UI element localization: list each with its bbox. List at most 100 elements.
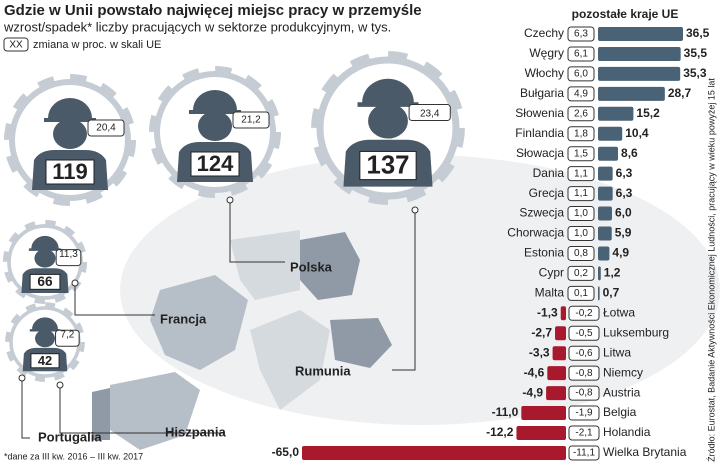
category-label: Węgry xyxy=(529,46,564,60)
map xyxy=(92,155,720,450)
pct-label: 7,2 xyxy=(60,330,74,341)
bar xyxy=(598,27,683,41)
bar xyxy=(521,406,566,421)
country-label: Rumunia xyxy=(295,363,351,378)
bar xyxy=(302,445,566,460)
value-box xyxy=(30,353,60,369)
pct-box xyxy=(567,46,595,62)
pct-box xyxy=(567,86,595,102)
connector xyxy=(229,203,285,263)
pct-box xyxy=(567,186,595,202)
pct-box xyxy=(567,66,595,82)
value-box xyxy=(359,150,417,181)
bar xyxy=(598,86,665,101)
category-label: Estonia xyxy=(524,246,564,260)
value-label: 28,7 xyxy=(668,86,692,100)
category-label: Bułgaria xyxy=(520,86,564,100)
value-label: 6,3 xyxy=(616,166,633,180)
value-label: 8,6 xyxy=(621,146,638,160)
value-box xyxy=(45,159,95,185)
head xyxy=(34,248,56,268)
bar xyxy=(598,146,619,161)
value-label: 15,2 xyxy=(636,106,660,120)
pct-box xyxy=(567,26,595,42)
helmet xyxy=(29,317,61,332)
value-label: -4,6 xyxy=(524,365,545,379)
bar xyxy=(598,106,634,121)
bar xyxy=(598,46,681,61)
value-label: 35,3 xyxy=(683,66,707,80)
pct-label: 0,1 xyxy=(574,288,588,299)
gear-teeth xyxy=(2,219,88,305)
pct-label: 1,0 xyxy=(574,208,588,219)
pct-box xyxy=(567,146,595,162)
helmet xyxy=(189,90,241,114)
bar xyxy=(598,226,612,241)
value: 124 xyxy=(197,151,234,176)
value-label: -65,0 xyxy=(272,445,300,459)
helmet xyxy=(357,78,419,107)
footnote: *dane za III kw. 2016 – III kw. 2017 xyxy=(4,451,143,461)
bar xyxy=(546,386,566,401)
pct-box xyxy=(567,206,595,222)
category-label: Dania xyxy=(533,166,565,180)
category-label: Włochy xyxy=(525,66,564,80)
pct-label: 20,4 xyxy=(96,123,116,134)
head xyxy=(35,329,55,348)
pct-box xyxy=(568,345,600,361)
pct-label: -0,5 xyxy=(575,328,593,339)
category-label: Grecja xyxy=(529,186,565,200)
pct-box xyxy=(567,166,595,182)
category-label: Czechy xyxy=(524,26,564,40)
bar xyxy=(552,346,566,361)
value-label: 4,9 xyxy=(612,246,629,260)
connector-dot xyxy=(56,381,64,389)
pct-box xyxy=(232,111,270,129)
value-label: 6,0 xyxy=(615,206,632,220)
pct-box xyxy=(568,305,600,321)
pct-box xyxy=(568,445,600,461)
pct-box xyxy=(87,119,125,137)
pct-label: 4,9 xyxy=(574,88,588,99)
value-label: 6,3 xyxy=(616,186,633,200)
source: Źródło: Eurostat, Badanie Aktywności Eko… xyxy=(706,78,716,462)
pct-label: 6,3 xyxy=(574,29,588,40)
pct-label: 0,8 xyxy=(574,248,588,259)
pct-box xyxy=(55,249,82,267)
bar xyxy=(598,126,623,141)
value-label: 36,5 xyxy=(686,26,710,40)
title: Gdzie w Unii powstało najwięcej miejsc p… xyxy=(4,2,422,19)
value-label: -2,7 xyxy=(531,325,552,339)
subtitle: wzrost/spadek* liczby pracujących w sekt… xyxy=(3,19,391,34)
value-label: 10,4 xyxy=(625,126,649,140)
pct-label: 2,6 xyxy=(574,108,588,119)
pct-box xyxy=(568,405,600,421)
bar xyxy=(547,366,566,381)
helmet xyxy=(44,98,96,122)
pct-label: 1,1 xyxy=(574,168,588,179)
pct-box xyxy=(567,226,595,241)
value-label: -11,0 xyxy=(492,405,519,419)
bar xyxy=(555,326,566,341)
chart-title: pozostałe kraje UE xyxy=(572,7,679,21)
head xyxy=(368,103,408,139)
pct-label: 1,1 xyxy=(574,188,588,199)
pct-label: 6,0 xyxy=(574,69,588,80)
pct-label: -0,8 xyxy=(575,388,593,399)
connector xyxy=(392,213,416,371)
category-label: Finlandia xyxy=(515,126,564,140)
pct-label: -0,8 xyxy=(575,368,593,379)
value-label: 0,7 xyxy=(603,286,620,300)
pct-box xyxy=(567,245,595,261)
pct-label: 1,5 xyxy=(574,148,588,159)
value-box xyxy=(190,151,240,177)
connector xyxy=(59,388,225,434)
country-label: Hiszpania xyxy=(165,424,226,439)
value-label: 35,5 xyxy=(684,46,708,60)
country-label: Francja xyxy=(160,311,207,326)
value-box xyxy=(29,273,61,290)
head xyxy=(53,119,87,149)
pct-box xyxy=(568,325,600,341)
category-label: Słowacja xyxy=(516,146,564,160)
